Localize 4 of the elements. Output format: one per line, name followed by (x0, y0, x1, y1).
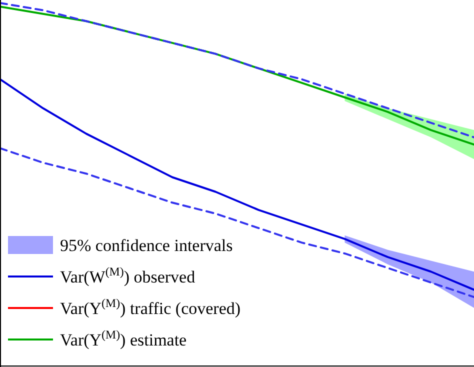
legend-label: Var(Y$^{(M)}$) estimate (60, 328, 187, 350)
legend-label: Var(W$^{(M)}$) observed (60, 264, 196, 286)
legend-label: Var(Y$^{(M)}$) traffic (covered) (60, 296, 241, 318)
annotation: 95% confidence intervals (60, 236, 233, 255)
